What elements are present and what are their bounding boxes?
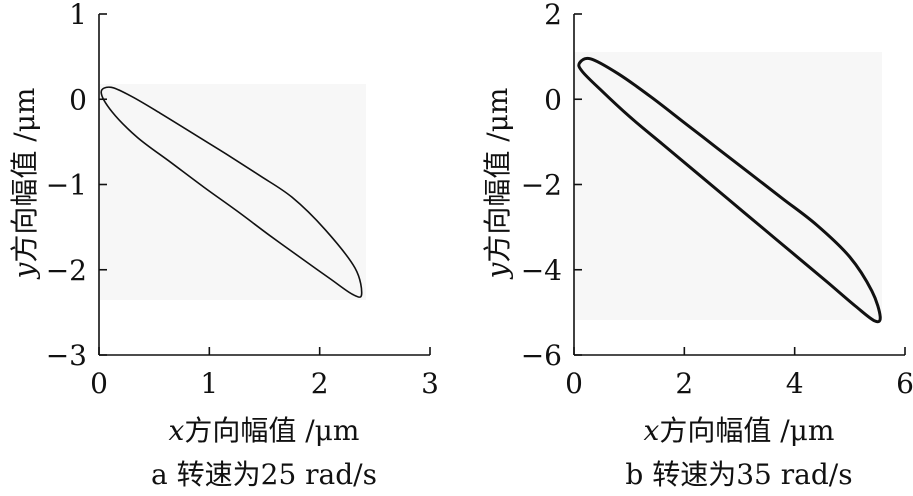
plot-area-a [99, 84, 366, 300]
y-axis-label-a: y方向幅值 /μm [8, 88, 41, 281]
chart-panel-a: 0 1 2 310−1−2−3 y方向幅值 /μm x方向幅值 /μm a 转速为25… [8, 0, 439, 491]
subtitle-a: a 转速为25 rad/s [151, 458, 377, 491]
y-axis-label-var-b: y [481, 261, 514, 280]
y-tick-label-b-0: 2 [544, 0, 562, 31]
y-tick-label-b-3: −4 [521, 254, 562, 287]
y-tick-label-a-0: 1 [69, 0, 87, 31]
x-tick-label-a-1: 1 [200, 367, 218, 400]
y-tick-label-a-3: −2 [46, 254, 87, 287]
subtitle-b: b 转速为35 rad/s [625, 458, 852, 491]
y-tick-label-b-1: 0 [544, 83, 562, 116]
y-tick-label-a-4: −3 [46, 339, 87, 372]
x-axis-label-var-b: x [644, 414, 660, 447]
orbit-line-b [577, 56, 882, 324]
orbit-line-a [100, 86, 363, 298]
ticks-b: 0 2 4 6 2 0 −2 −4 −6 [521, 0, 913, 400]
x-axis-label-b: x方向幅值 /μm [644, 414, 835, 447]
x-tick-label-b-2: 4 [786, 367, 804, 400]
chart-panel-b: 0 2 4 620−2−4−6 y方向幅值 /μm x方向幅值 /μm b 转速为35… [481, 0, 913, 491]
y-tick-label-b-2: −2 [521, 169, 562, 202]
plot-area-b [574, 52, 882, 320]
y-axis-label-b: y方向幅值 /μm [481, 88, 514, 281]
x-axis-label-a: x方向幅值 /μm [169, 414, 360, 447]
x-tick-label-a-0: 0 [90, 367, 108, 400]
x-axis-label-text-a: 方向幅值 /μm [184, 414, 359, 447]
y-axis-label-var-a: y [8, 261, 41, 280]
y-axis-label-text-b: 方向幅值 /μm [481, 88, 514, 263]
x-tick-label-b-1: 2 [675, 367, 693, 400]
x-tick-label-a-3: 3 [421, 367, 439, 400]
y-tick-label-a-1: 0 [69, 83, 87, 116]
y-tick-label-b-4: −6 [521, 339, 562, 372]
ticks-a: 0 1 2 3 1 0 −1 −2 −3 [46, 0, 439, 400]
y-axis-label-text-a: 方向幅值 /μm [8, 88, 41, 263]
y-tick-label-a-2: −1 [46, 169, 87, 202]
x-axis-label-var-a: x [169, 414, 185, 447]
x-tick-label-a-2: 2 [311, 367, 329, 400]
x-axis-label-text-b: 方向幅值 /μm [659, 414, 834, 447]
x-tick-label-b-0: 0 [565, 367, 583, 400]
x-tick-label-b-3: 6 [896, 367, 913, 400]
